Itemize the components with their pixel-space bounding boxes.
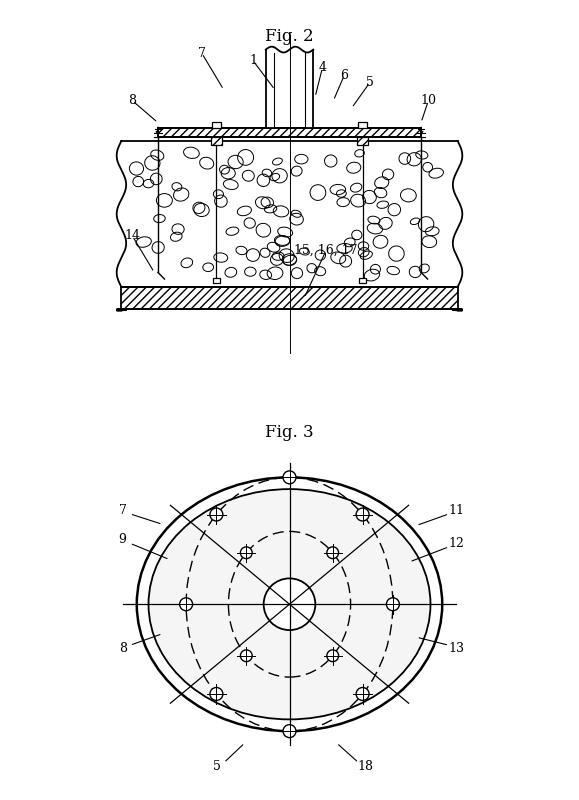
Bar [360, 278, 366, 283]
Ellipse shape [240, 547, 252, 558]
Bar [305, 50, 313, 128]
Ellipse shape [283, 471, 296, 484]
Ellipse shape [240, 650, 252, 662]
Ellipse shape [149, 489, 430, 719]
Text: 8: 8 [119, 642, 127, 655]
Text: 9: 9 [119, 533, 127, 546]
Text: 18: 18 [358, 760, 374, 773]
Ellipse shape [263, 578, 316, 630]
Ellipse shape [327, 547, 339, 558]
Text: Fig. 2: Fig. 2 [265, 28, 314, 45]
Ellipse shape [327, 650, 339, 662]
Bar [266, 50, 274, 128]
Text: 10: 10 [420, 94, 437, 107]
Text: 4: 4 [318, 62, 327, 74]
Text: Fig. 3: Fig. 3 [265, 425, 314, 442]
Bar [212, 122, 221, 128]
Text: 11: 11 [448, 504, 464, 517]
Ellipse shape [356, 508, 369, 521]
Ellipse shape [386, 598, 400, 610]
Text: 13: 13 [448, 642, 464, 655]
Text: 12: 12 [448, 537, 464, 550]
Bar [213, 278, 219, 283]
Ellipse shape [179, 598, 193, 610]
Text: 6: 6 [340, 69, 349, 82]
Text: 8: 8 [129, 94, 137, 107]
Text: 14: 14 [124, 230, 140, 242]
Ellipse shape [283, 725, 296, 738]
Ellipse shape [137, 478, 442, 731]
Bar [358, 122, 367, 128]
Bar [122, 141, 457, 287]
Text: 7: 7 [198, 46, 206, 60]
Bar [122, 287, 457, 309]
Bar [211, 138, 222, 145]
Bar [158, 128, 421, 138]
Ellipse shape [210, 508, 223, 521]
Bar [357, 138, 368, 145]
Text: 7: 7 [119, 504, 127, 517]
Ellipse shape [210, 687, 223, 701]
Text: 5: 5 [366, 76, 374, 89]
Text: 15, 16, 17: 15, 16, 17 [294, 244, 358, 257]
Ellipse shape [356, 687, 369, 701]
Text: 1: 1 [249, 54, 257, 67]
Text: 5: 5 [212, 760, 221, 773]
